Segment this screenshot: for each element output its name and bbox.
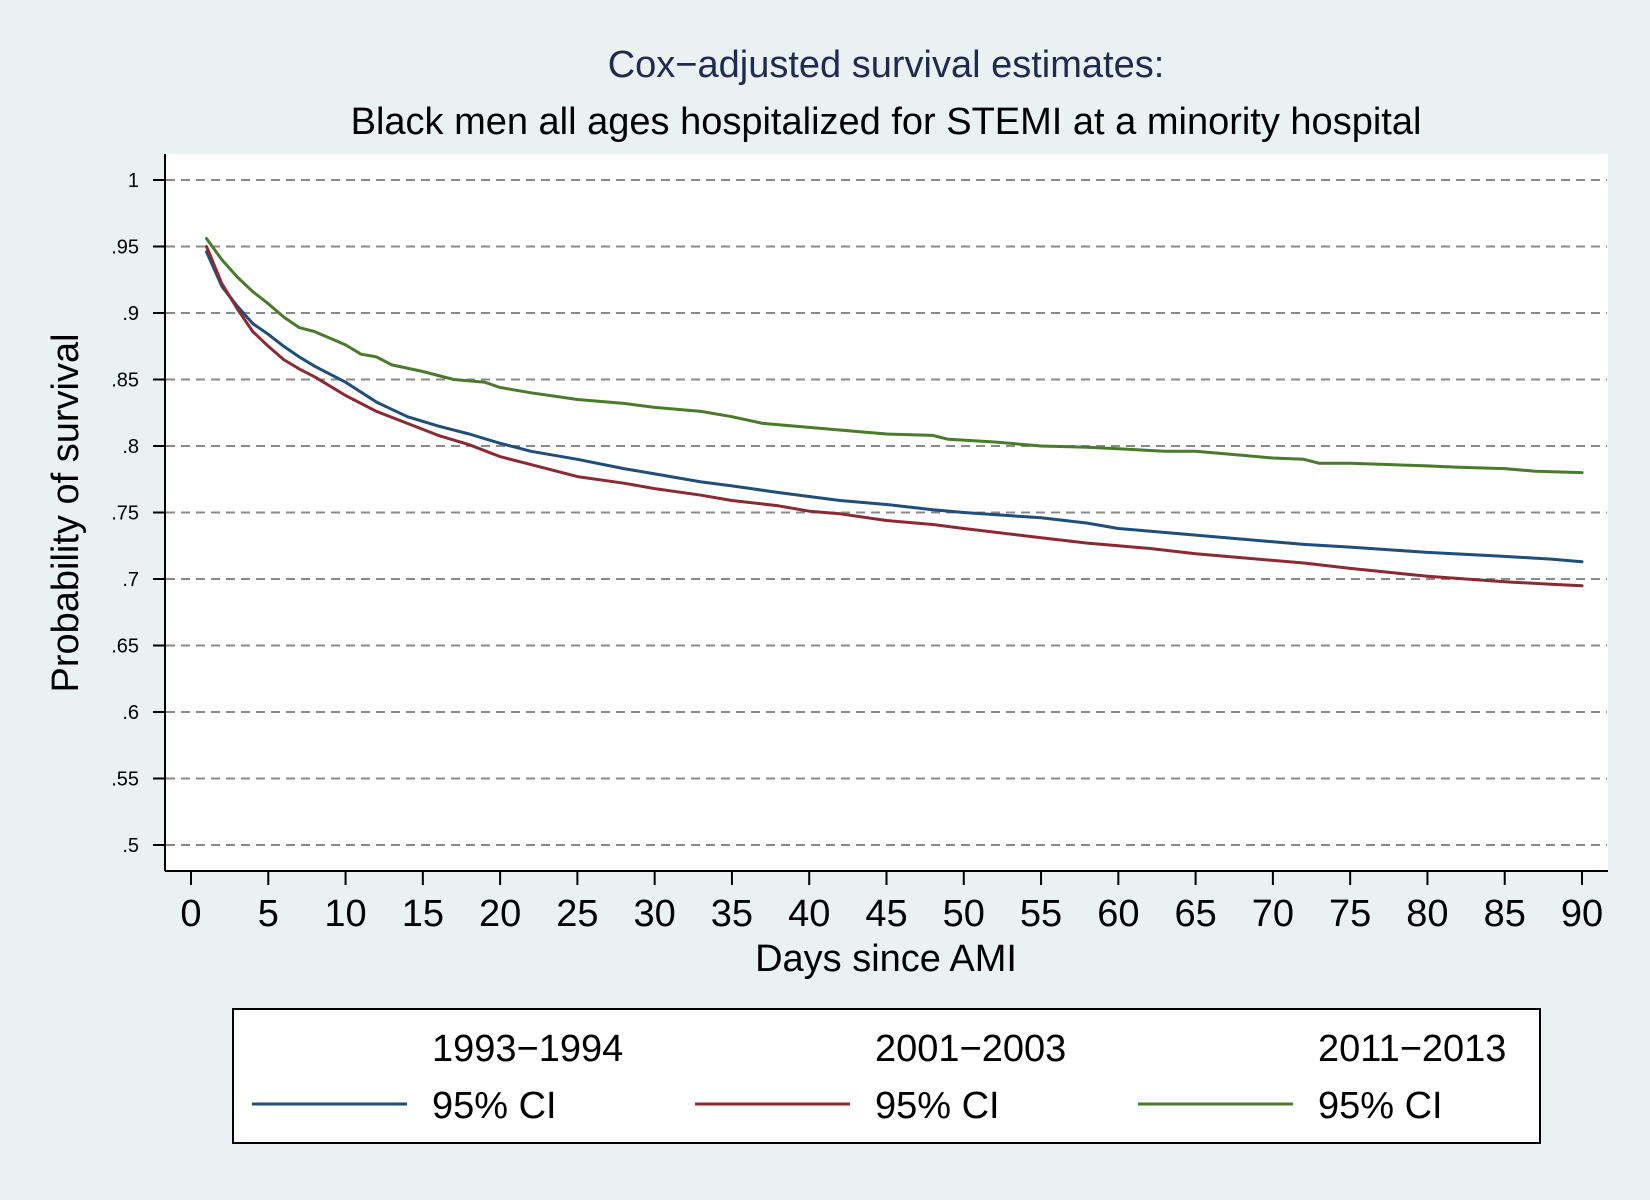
x-tick-label: 5 xyxy=(258,893,279,935)
chart-title: Cox−adjusted survival estimates: xyxy=(608,44,1165,86)
x-tick-label: 45 xyxy=(865,893,907,935)
y-tick-label: .75 xyxy=(111,503,139,525)
x-tick-label: 20 xyxy=(479,893,521,935)
x-tick-label: 25 xyxy=(556,893,598,935)
y-tick-label: .95 xyxy=(111,237,139,259)
y-tick-label: .5 xyxy=(122,835,139,857)
y-tick-label: 1 xyxy=(128,170,139,192)
gridlines xyxy=(166,179,1607,846)
x-tick-label: 75 xyxy=(1329,893,1371,935)
x-tick-label: 50 xyxy=(943,893,985,935)
legend-ci-label-0: 95% CI xyxy=(432,1085,557,1127)
legend: 1993−1994 95% CI 2001−2003 95% CI 2011−2013 9… xyxy=(232,1008,1541,1144)
x-tick-label: 30 xyxy=(634,893,676,935)
x-tick-label: 80 xyxy=(1406,893,1448,935)
chart-subtitle: Black men all ages hospitalized for STEM… xyxy=(351,101,1422,143)
legend-series-name-1: 2001−2003 xyxy=(875,1028,1066,1070)
x-tick-label: 90 xyxy=(1561,893,1603,935)
x-tick-label: 55 xyxy=(1020,893,1062,935)
x-tick-label: 85 xyxy=(1484,893,1526,935)
x-axis-label: Days since AMI xyxy=(755,938,1017,980)
y-tick-label: .85 xyxy=(111,370,139,392)
x-tick-label: 60 xyxy=(1097,893,1139,935)
legend-ci-label-1: 95% CI xyxy=(875,1085,1000,1127)
x-tick-label: 70 xyxy=(1252,893,1294,935)
y-axis-label: Probability of survival xyxy=(45,333,87,692)
legend-box xyxy=(232,1008,1541,1144)
y-tick-label: .9 xyxy=(122,303,139,325)
x-tick-label: 15 xyxy=(402,893,444,935)
x-tick-label: 40 xyxy=(788,893,830,935)
series-line-1 xyxy=(205,245,1584,588)
series-lines xyxy=(205,237,1584,588)
legend-series-name-2: 2011−2013 xyxy=(1318,1028,1506,1070)
x-tick-label: 0 xyxy=(180,893,201,935)
legend-series-name-0: 1993−1994 xyxy=(432,1028,623,1070)
series-line-0 xyxy=(205,250,1584,564)
x-tick-label: 65 xyxy=(1174,893,1216,935)
legend-ci-label-2: 95% CI xyxy=(1318,1085,1443,1127)
x-ticks: 0 5 10 15 20 25 30 35 40 45 50 55 60 65 70 75 80 85 90 xyxy=(180,871,1603,935)
y-ticks: .5 .55 .6 .65 .7 .75 .8 .85 .9 .95 1 xyxy=(111,170,165,857)
y-tick-label: .7 xyxy=(122,569,139,591)
y-tick-label: .8 xyxy=(122,436,139,458)
y-tick-label: .65 xyxy=(111,636,139,658)
y-tick-label: .6 xyxy=(122,702,139,724)
y-tick-label: .55 xyxy=(111,769,139,791)
series-line-2 xyxy=(205,237,1584,475)
x-tick-label: 35 xyxy=(711,893,753,935)
x-tick-label: 10 xyxy=(324,893,366,935)
